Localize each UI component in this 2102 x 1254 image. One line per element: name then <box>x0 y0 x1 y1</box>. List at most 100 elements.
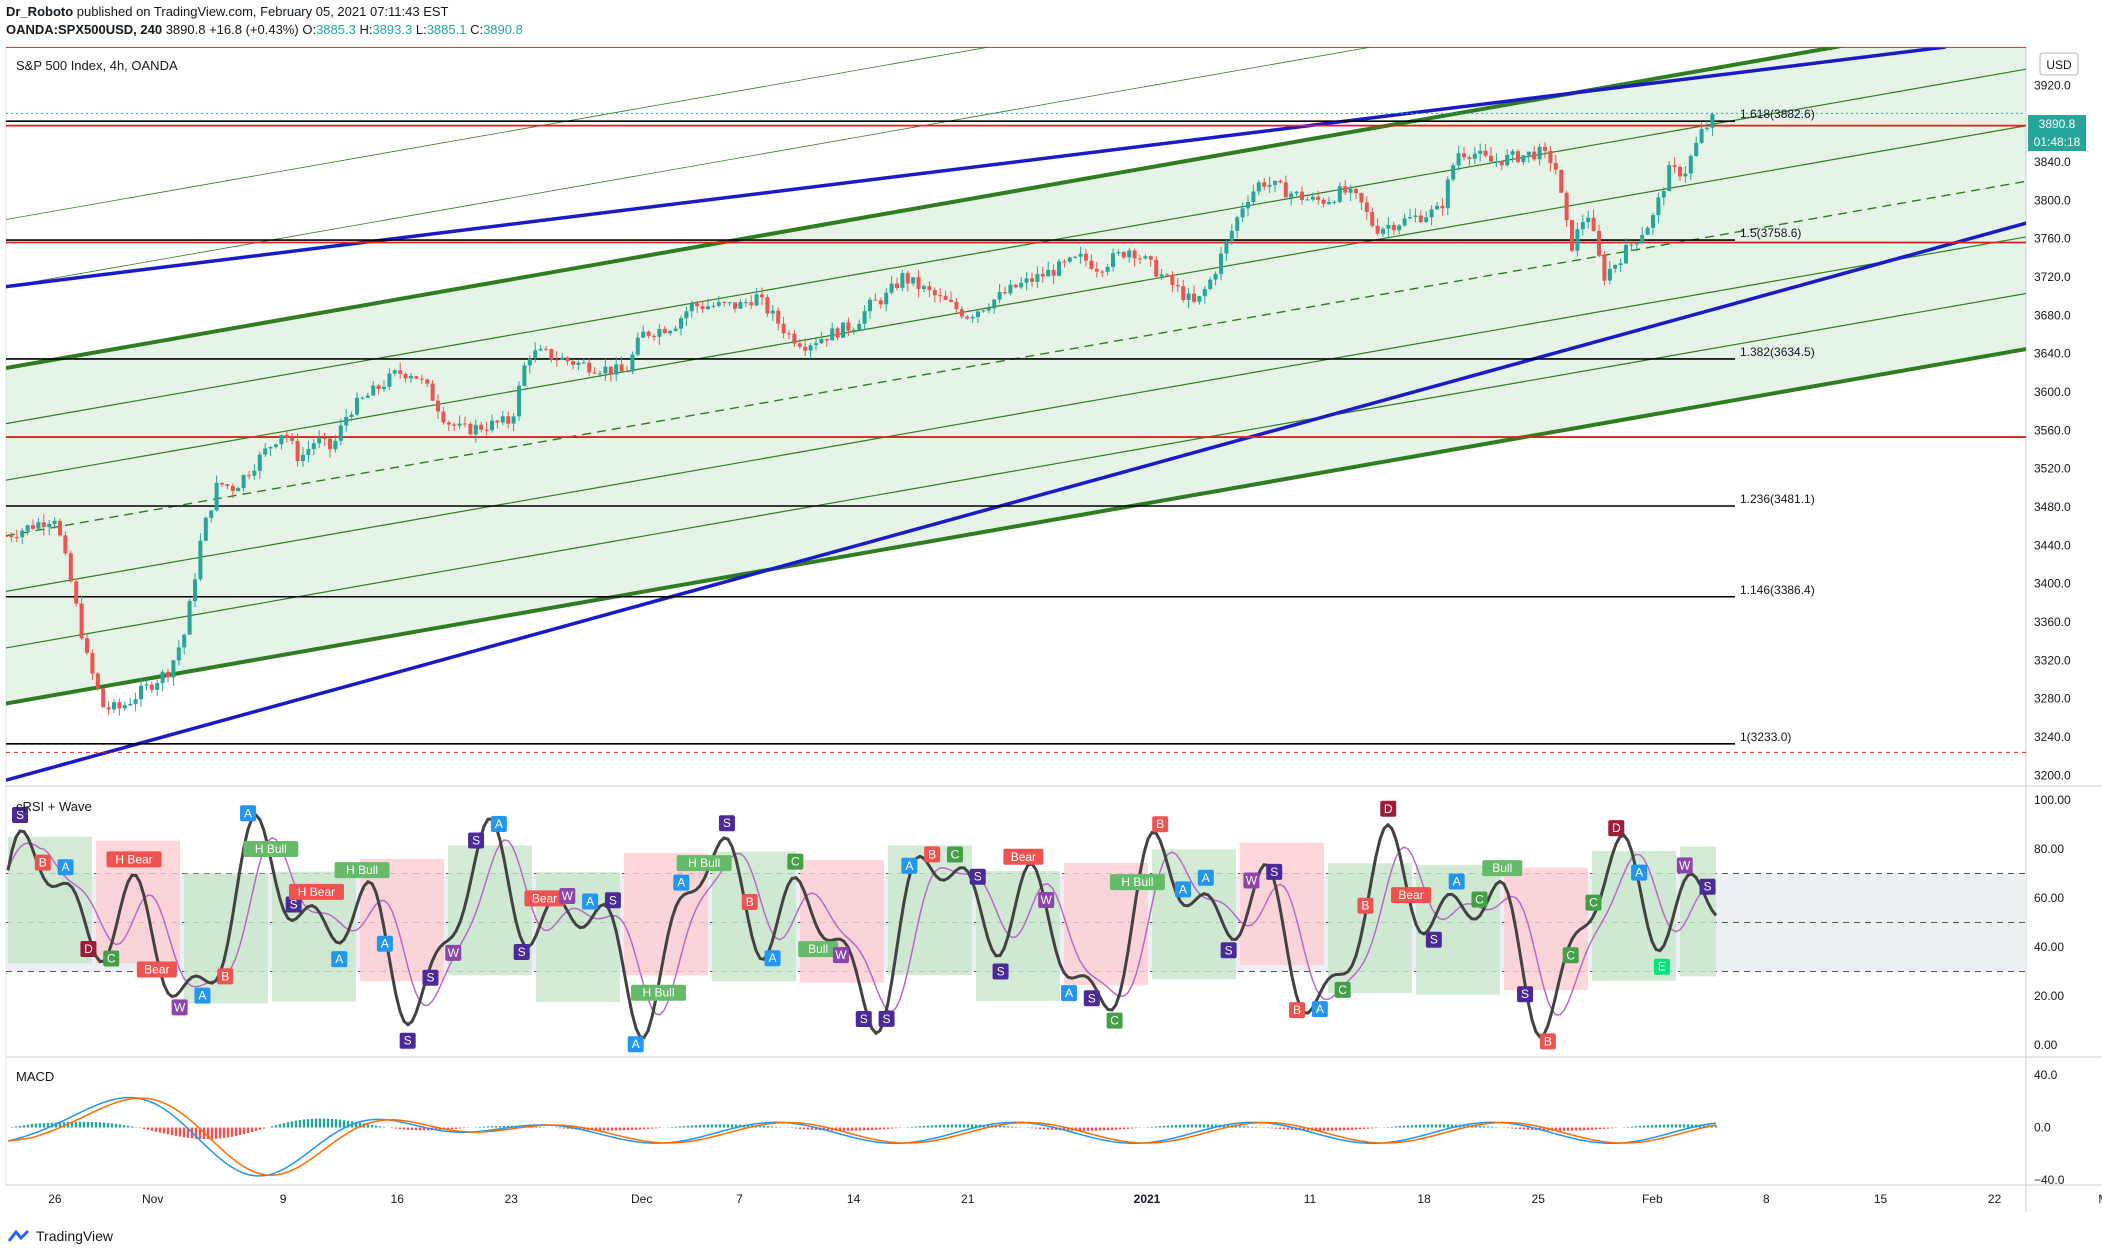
blue-trendline[interactable] <box>6 47 1946 289</box>
signal-marker[interactable] <box>1106 1012 1123 1029</box>
publisher-name[interactable]: Dr_Roboto <box>6 4 74 19</box>
signal-marker[interactable] <box>217 968 234 985</box>
signal-marker[interactable] <box>80 940 97 957</box>
signal-marker[interactable] <box>1003 848 1044 865</box>
signal-marker[interactable] <box>718 815 735 832</box>
signal-marker[interactable] <box>513 944 530 961</box>
signal-marker[interactable] <box>1562 947 1579 964</box>
signal-marker[interactable] <box>1585 894 1602 911</box>
signal-marker[interactable] <box>1482 860 1523 877</box>
signal-marker[interactable] <box>1608 820 1625 837</box>
signal-marker[interactable] <box>1038 891 1055 908</box>
macd-pane[interactable] <box>7 1096 1718 1177</box>
signal-marker[interactable] <box>741 894 758 911</box>
signal-marker[interactable] <box>1391 887 1432 904</box>
signal-marker[interactable] <box>57 859 74 876</box>
candle-body <box>1229 230 1234 242</box>
signal-marker[interactable] <box>582 893 599 910</box>
macd-histogram-bar <box>246 1127 250 1134</box>
signal-marker[interactable] <box>855 1010 872 1027</box>
signal-marker[interactable] <box>376 935 393 952</box>
signal-marker[interactable] <box>764 950 781 967</box>
signal-marker[interactable] <box>1152 816 1169 833</box>
signal-marker[interactable] <box>627 1036 644 1053</box>
signal-marker[interactable] <box>969 868 986 885</box>
signal-marker[interactable] <box>468 832 485 849</box>
signal-marker[interactable] <box>878 1010 895 1027</box>
macd-histogram-bar <box>1370 1127 1374 1129</box>
signal-marker[interactable] <box>1471 891 1488 908</box>
signal-marker[interactable] <box>832 947 849 964</box>
macd-signal-line[interactable] <box>7 1097 1717 1176</box>
signal-marker[interactable] <box>1083 990 1100 1007</box>
signal-marker[interactable] <box>1517 986 1534 1003</box>
signal-marker[interactable] <box>240 805 257 822</box>
signal-marker[interactable] <box>631 984 687 1001</box>
price-pane[interactable] <box>4 0 2102 782</box>
signal-marker[interactable] <box>604 892 621 909</box>
last-price-tag: 3890.8 01:48:18 <box>2028 115 2086 151</box>
signal-marker-label: S <box>426 971 434 985</box>
signal-marker[interactable] <box>106 851 162 868</box>
signal-marker[interactable] <box>136 961 177 978</box>
signal-marker[interactable] <box>1243 872 1260 889</box>
signal-marker[interactable] <box>1631 864 1648 881</box>
signal-marker[interactable] <box>1175 881 1192 898</box>
signal-marker[interactable] <box>524 890 565 907</box>
macd-histogram-bar <box>62 1122 66 1128</box>
signal-marker[interactable] <box>422 969 439 986</box>
signal-marker[interactable] <box>559 887 576 904</box>
signal-marker[interactable] <box>676 855 732 872</box>
time-axis[interactable]: 26 Nov 9 16 23 Dec 7 14 21 2021 11 18 25 Feb 8 15 22 Mar <box>48 1192 2102 1206</box>
signal-marker[interactable] <box>1653 958 1670 975</box>
signal-marker[interactable] <box>1266 863 1283 880</box>
crsi-line[interactable] <box>6 813 1718 1040</box>
macd-histogram-bar <box>1634 1126 1638 1128</box>
signal-marker[interactable] <box>194 987 211 1004</box>
blue-trendline[interactable] <box>6 200 2102 782</box>
signal-marker[interactable] <box>1448 873 1465 890</box>
signal-marker[interactable] <box>1060 985 1077 1002</box>
tradingview-brand[interactable]: TradingView <box>8 1228 113 1244</box>
signal-marker[interactable] <box>490 816 507 833</box>
signal-marker[interactable] <box>901 857 918 874</box>
signal-marker[interactable] <box>924 846 941 863</box>
signal-marker[interactable] <box>992 963 1009 980</box>
signal-marker[interactable] <box>243 841 299 858</box>
candle-body <box>576 362 581 365</box>
signal-marker[interactable] <box>1357 897 1374 914</box>
signal-marker[interactable] <box>1425 931 1442 948</box>
signal-marker[interactable] <box>1699 878 1716 895</box>
macd-line[interactable] <box>7 1096 1717 1177</box>
signal-marker[interactable] <box>787 853 804 870</box>
signal-marker[interactable] <box>288 883 344 900</box>
signal-marker[interactable] <box>285 896 302 913</box>
signal-marker[interactable] <box>334 862 390 879</box>
signal-marker[interactable] <box>946 846 963 863</box>
signal-marker[interactable] <box>1109 874 1165 891</box>
signal-marker[interactable] <box>1334 981 1351 998</box>
signal-marker[interactable] <box>399 1032 416 1049</box>
signal-marker[interactable] <box>1311 1001 1328 1018</box>
signal-marker[interactable] <box>34 854 51 871</box>
signal-marker[interactable] <box>1197 869 1214 886</box>
signal-marker-label: A <box>677 876 685 890</box>
signal-marker[interactable] <box>1289 1002 1306 1019</box>
signal-marker[interactable] <box>1539 1033 1556 1050</box>
signal-marker[interactable] <box>12 807 28 824</box>
signal-marker[interactable] <box>798 941 839 958</box>
signal-marker[interactable] <box>171 999 188 1016</box>
signal-marker[interactable] <box>673 874 690 891</box>
signal-marker[interactable] <box>445 944 462 961</box>
price-axis[interactable]: 3920.03880.03840.03800.03760.03720.03680… <box>2034 78 2071 782</box>
signal-marker[interactable] <box>1676 857 1693 874</box>
signal-marker[interactable] <box>331 951 348 968</box>
high-value: 3893.3 <box>372 22 413 37</box>
signal-marker[interactable] <box>1380 800 1397 817</box>
currency-button[interactable]: USD <box>2039 52 2079 76</box>
signal-marker[interactable] <box>1220 942 1237 959</box>
candle-body <box>333 440 338 450</box>
signal-marker[interactable] <box>103 950 120 967</box>
